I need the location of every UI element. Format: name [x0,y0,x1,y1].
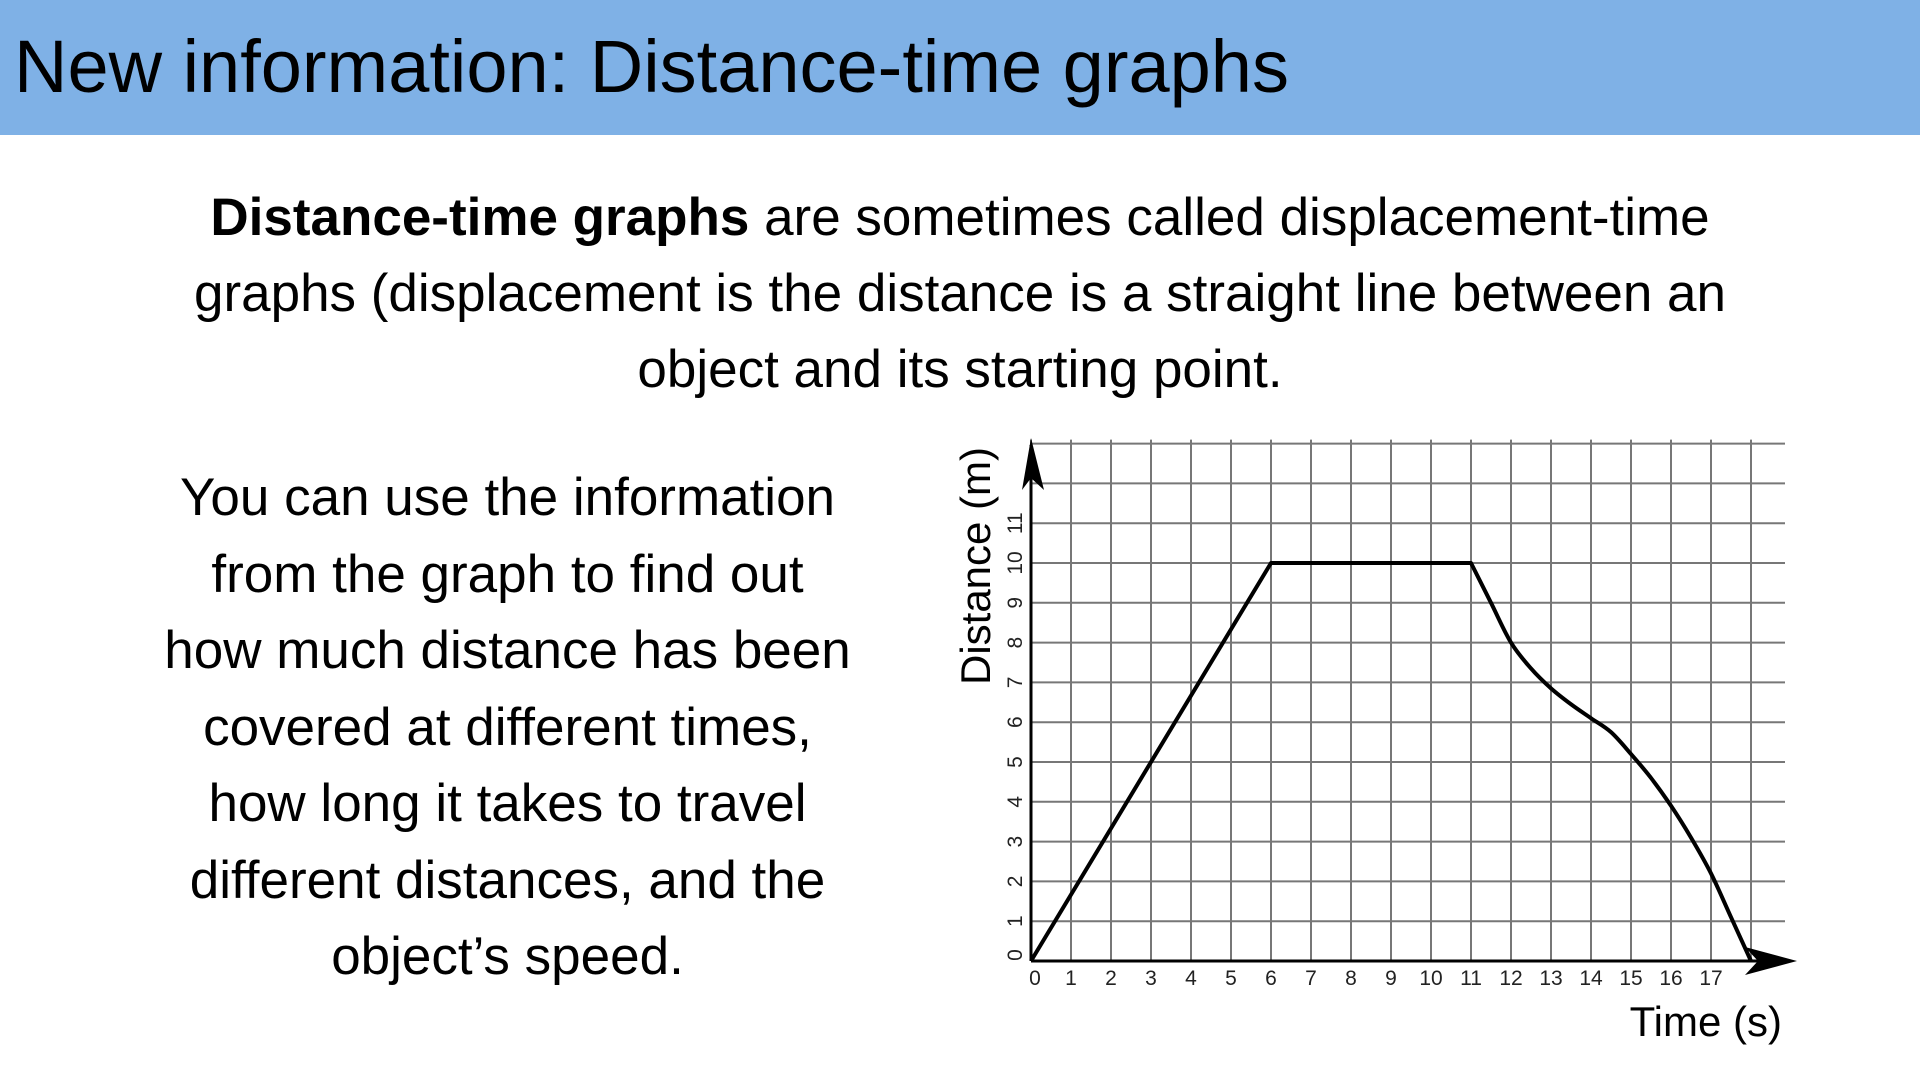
intro-line-1-rest: are sometimes called displacement-time [749,188,1710,247]
y-tick-label: 1 [1004,915,1027,927]
y-axis-label: Distance (m) [952,447,999,685]
x-tick-label: 0 [1029,967,1041,990]
y-tick-label: 10 [1004,551,1027,574]
x-tick-label: 3 [1145,967,1157,990]
intro-paragraph: Distance-time graphs are sometimes calle… [60,180,1860,408]
side-line: different distances, and the [189,850,826,910]
side-line: how much distance has been [164,621,851,680]
x-tick-label: 15 [1619,967,1642,990]
intro-line-2: graphs (displacement is the distance is … [194,264,1726,323]
y-tick-label: 7 [1004,677,1027,689]
page-title: New information: Distance-time graphs [14,25,1289,108]
x-tick-label: 1 [1065,967,1077,990]
x-axis-label: Time (s) [1630,998,1782,1045]
intro-line-3: object and its starting point. [637,340,1283,399]
y-tick-label: 2 [1004,876,1027,888]
x-tick-label: 5 [1225,967,1237,990]
x-tick-label: 11 [1460,967,1482,990]
title-bar: New information: Distance-time graphs [0,0,1920,135]
side-line: covered at different times, [203,697,812,757]
y-tick-label: 4 [1004,796,1027,808]
x-tick-label: 4 [1185,967,1197,990]
x-tick-label: 6 [1265,967,1277,990]
side-paragraph: You can use the information from the gra… [100,460,915,996]
y-tick-label: 6 [1004,716,1027,728]
x-tick-label: 16 [1659,967,1682,990]
y-tick-label: 0 [1004,949,1027,961]
intro-line-1: Distance-time graphs are sometimes calle… [60,180,1860,256]
x-tick-label: 2 [1105,967,1117,990]
y-tick-label: 9 [1004,597,1027,609]
y-tick-label: 11 [1004,512,1027,534]
x-tick-label: 17 [1699,967,1722,990]
x-tick-label: 7 [1305,967,1317,990]
side-line: You can use the information [179,468,836,527]
y-tick-label: 3 [1004,836,1027,848]
side-line: object’s speed. [331,927,684,986]
y-axis-arrow-icon [1022,438,1044,490]
x-tick-label: 10 [1419,967,1442,990]
x-tick-label: 8 [1345,967,1357,990]
side-line: how long it takes to travel [208,774,807,833]
data-line [1029,561,1753,963]
axes [1022,438,1797,975]
x-axis-arrow-icon [1745,947,1797,975]
bold-term: Distance-time graphs [210,188,750,247]
x-tick-label: 13 [1539,967,1562,990]
y-tick-label: 8 [1004,637,1027,649]
x-tick-label: 14 [1579,967,1603,990]
side-line: from the graph to find out [211,544,804,604]
y-tick-label: 5 [1004,756,1027,768]
grid [1030,439,1785,962]
x-tick-label: 9 [1385,967,1397,990]
x-tick-label: 12 [1499,967,1522,990]
